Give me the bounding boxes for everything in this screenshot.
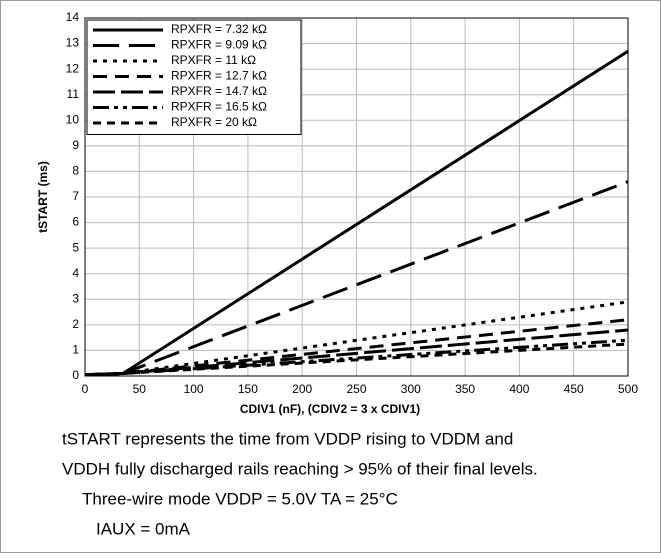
note: tSTART represents the time from VDDP ris… (62, 429, 513, 448)
y-tick-label: 4 (72, 266, 79, 280)
y-tick-label: 3 (72, 291, 79, 305)
y-tick-label: 7 (72, 189, 79, 203)
y-tick-label: 0 (72, 368, 79, 382)
note: Three-wire mode VDDP = 5.0V TA = 25°C (82, 489, 398, 508)
legend-label: RPXFR = 20 kΩ (171, 115, 257, 129)
x-tick-label: 50 (133, 382, 147, 396)
x-tick-label: 300 (401, 382, 421, 396)
x-tick-label: 200 (292, 382, 312, 396)
x-tick-label: 400 (509, 382, 529, 396)
x-tick-label: 0 (82, 382, 89, 396)
legend-label: RPXFR = 11 kΩ (171, 53, 256, 67)
data-line (84, 338, 629, 377)
x-tick-label: 350 (455, 382, 475, 396)
x-tick-label: 250 (346, 382, 366, 396)
y-tick-label: 13 (66, 36, 80, 50)
note: VDDH fully discharged rails reaching > 9… (62, 459, 538, 478)
y-tick-label: 8 (72, 164, 79, 178)
legend-label: RPXFR = 14.7 kΩ (171, 84, 267, 98)
x-axis-label: CDIV1 (nF), (CDIV2 = 3 x CDIV1) (240, 402, 420, 416)
legend-label: RPXFR = 16.5 kΩ (171, 100, 267, 114)
y-tick-label: 12 (66, 61, 80, 75)
y-tick-label: 9 (72, 138, 79, 152)
legend-label: RPXFR = 7.32 kΩ (171, 22, 267, 36)
legend-label: RPXFR = 9.09 kΩ (171, 38, 267, 52)
y-tick-label: 14 (66, 10, 80, 24)
y-tick-label: 5 (72, 240, 79, 254)
y-tick-label: 10 (66, 112, 80, 126)
legend-label: RPXFR = 12.7 kΩ (171, 69, 267, 83)
y-tick-label: 1 (72, 343, 79, 357)
note: IAUX = 0mA (96, 519, 191, 538)
plot-border (84, 17, 629, 377)
y-tick-label: 6 (72, 215, 79, 229)
y-tick-label: 11 (67, 87, 80, 101)
x-tick-label: 150 (238, 382, 258, 396)
x-tick-label: 100 (184, 382, 204, 396)
y-tick-label: 2 (72, 317, 79, 331)
y-axis-label: tSTART (ms) (36, 161, 50, 233)
x-tick-label: 450 (564, 382, 584, 396)
x-tick-label: 500 (618, 382, 638, 396)
